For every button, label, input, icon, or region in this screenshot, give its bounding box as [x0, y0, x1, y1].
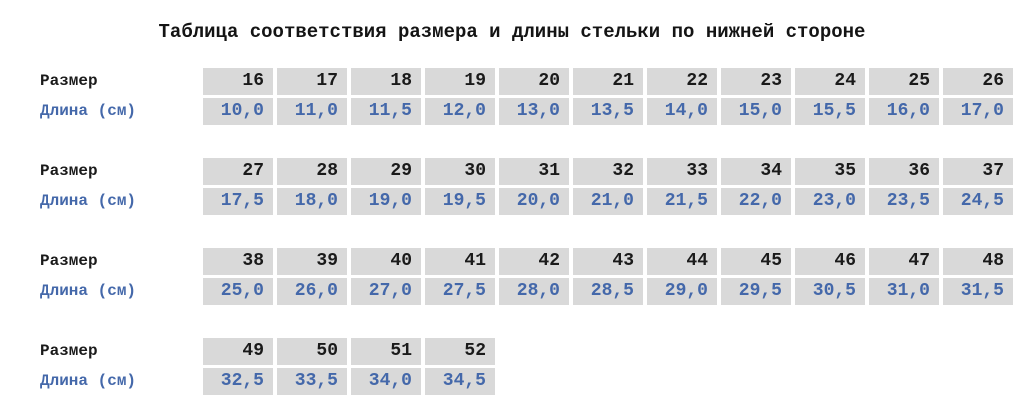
length-cell: 16,0 — [869, 98, 939, 125]
length-cell: 29,5 — [721, 278, 791, 305]
length-cell: 32,5 — [203, 368, 273, 395]
size-cell: 49 — [203, 338, 273, 365]
size-cell: 26 — [943, 68, 1013, 95]
size-cell: 34 — [721, 158, 791, 185]
length-cell: 19,5 — [425, 188, 495, 215]
size-cell: 45 — [721, 248, 791, 275]
length-cell: 13,0 — [499, 98, 569, 125]
size-group-3: Размер 38 39 40 41 42 43 44 45 46 47 48 Длина (см) 25… — [0, 248, 1024, 305]
size-cell: 35 — [795, 158, 865, 185]
length-cell: 11,0 — [277, 98, 347, 125]
row-label-length: Длина (см) — [40, 372, 137, 390]
length-cell: 28,0 — [499, 278, 569, 305]
size-cell: 20 — [499, 68, 569, 95]
size-cell: 30 — [425, 158, 495, 185]
length-cell: 34,5 — [425, 368, 495, 395]
size-row: Размер 27 28 29 30 31 32 33 34 35 36 37 — [0, 158, 1024, 185]
size-cell: 27 — [203, 158, 273, 185]
row-label-length: Длина (см) — [40, 282, 137, 300]
size-table-page: Таблица соответствия размера и длины сте… — [0, 21, 1024, 395]
length-cell: 14,0 — [647, 98, 717, 125]
length-cell: 15,0 — [721, 98, 791, 125]
length-cell: 19,0 — [351, 188, 421, 215]
length-cell: 26,0 — [277, 278, 347, 305]
length-cell: 30,5 — [795, 278, 865, 305]
size-cell: 22 — [647, 68, 717, 95]
length-cell: 28,5 — [573, 278, 643, 305]
length-cell: 23,5 — [869, 188, 939, 215]
length-row: Длина (см) 25,0 26,0 27,0 27,5 28,0 28,5 29,0 29… — [0, 278, 1024, 305]
length-cell: 33,5 — [277, 368, 347, 395]
row-label-size: Размер — [40, 252, 98, 270]
length-cell: 22,0 — [721, 188, 791, 215]
size-cell: 46 — [795, 248, 865, 275]
length-cell: 31,5 — [943, 278, 1013, 305]
size-row: Размер 38 39 40 41 42 43 44 45 46 47 48 — [0, 248, 1024, 275]
size-cell: 36 — [869, 158, 939, 185]
size-cell: 28 — [277, 158, 347, 185]
size-cell: 42 — [499, 248, 569, 275]
size-cell: 29 — [351, 158, 421, 185]
length-cell: 31,0 — [869, 278, 939, 305]
length-cell: 25,0 — [203, 278, 273, 305]
table-groups: Размер 16 17 18 19 20 21 22 23 24 25 26 Длина (см) 10… — [0, 68, 1024, 395]
size-cell: 44 — [647, 248, 717, 275]
size-cell: 50 — [277, 338, 347, 365]
size-cell: 43 — [573, 248, 643, 275]
size-cell: 32 — [573, 158, 643, 185]
size-cell: 33 — [647, 158, 717, 185]
length-cell: 21,5 — [647, 188, 717, 215]
row-label-length: Длина (см) — [40, 102, 137, 120]
length-cell: 34,0 — [351, 368, 421, 395]
size-cell: 17 — [277, 68, 347, 95]
size-cell: 19 — [425, 68, 495, 95]
size-group-1: Размер 16 17 18 19 20 21 22 23 24 25 26 Длина (см) 10… — [0, 68, 1024, 125]
length-cell: 17,0 — [943, 98, 1013, 125]
size-group-4: Размер 49 50 51 52 Длина (см) 32,5 33,5 34,0 34,5 — [0, 338, 1024, 395]
size-cell: 24 — [795, 68, 865, 95]
size-cell: 38 — [203, 248, 273, 275]
size-cell: 48 — [943, 248, 1013, 275]
length-cell: 29,0 — [647, 278, 717, 305]
length-cell: 24,5 — [943, 188, 1013, 215]
size-group-2: Размер 27 28 29 30 31 32 33 34 35 36 37 Длина (см) 17… — [0, 158, 1024, 215]
length-row: Длина (см) 10,0 11,0 11,5 12,0 13,0 13,5 14,0 15… — [0, 98, 1024, 125]
size-cell: 47 — [869, 248, 939, 275]
size-cell: 41 — [425, 248, 495, 275]
length-cell: 23,0 — [795, 188, 865, 215]
size-row: Размер 16 17 18 19 20 21 22 23 24 25 26 — [0, 68, 1024, 95]
size-cell: 21 — [573, 68, 643, 95]
page-title: Таблица соответствия размера и длины сте… — [158, 21, 866, 43]
size-row: Размер 49 50 51 52 — [0, 338, 1024, 365]
length-cell: 11,5 — [351, 98, 421, 125]
row-label-size: Размер — [40, 342, 98, 360]
row-label-length: Длина (см) — [40, 192, 137, 210]
size-cell: 39 — [277, 248, 347, 275]
size-cell: 25 — [869, 68, 939, 95]
row-label-size: Размер — [40, 162, 98, 180]
size-cell: 51 — [351, 338, 421, 365]
length-cell: 20,0 — [499, 188, 569, 215]
size-cell: 52 — [425, 338, 495, 365]
length-row: Длина (см) 17,5 18,0 19,0 19,5 20,0 21,0 21,5 22… — [0, 188, 1024, 215]
size-cell: 18 — [351, 68, 421, 95]
size-cell: 16 — [203, 68, 273, 95]
length-cell: 27,5 — [425, 278, 495, 305]
length-cell: 12,0 — [425, 98, 495, 125]
row-label-size: Размер — [40, 72, 98, 90]
length-cell: 17,5 — [203, 188, 273, 215]
size-cell: 23 — [721, 68, 791, 95]
length-cell: 13,5 — [573, 98, 643, 125]
length-cell: 27,0 — [351, 278, 421, 305]
length-cell: 10,0 — [203, 98, 273, 125]
size-cell: 40 — [351, 248, 421, 275]
length-cell: 15,5 — [795, 98, 865, 125]
length-row: Длина (см) 32,5 33,5 34,0 34,5 — [0, 368, 1024, 395]
length-cell: 21,0 — [573, 188, 643, 215]
size-cell: 31 — [499, 158, 569, 185]
size-cell: 37 — [943, 158, 1013, 185]
length-cell: 18,0 — [277, 188, 347, 215]
